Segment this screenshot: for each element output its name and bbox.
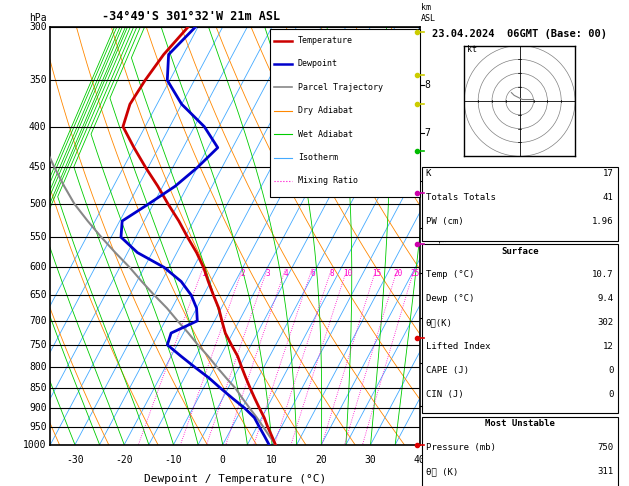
Text: 17: 17 [603,169,613,178]
Text: Dewpoint: Dewpoint [298,59,338,69]
FancyBboxPatch shape [270,29,420,197]
Text: Dewp (°C): Dewp (°C) [426,294,474,303]
Text: 5: 5 [425,223,430,233]
Text: 23.04.2024  06GMT (Base: 00): 23.04.2024 06GMT (Base: 00) [432,29,607,39]
Text: 6: 6 [310,269,314,278]
Text: 650: 650 [29,290,47,300]
Text: 900: 900 [29,403,47,413]
Text: 850: 850 [29,383,47,393]
Text: PW (cm): PW (cm) [426,217,464,226]
Text: 15: 15 [372,269,381,278]
Text: 2: 2 [241,269,245,278]
Text: 3: 3 [425,313,430,323]
Text: Isotherm: Isotherm [298,153,338,162]
Text: 600: 600 [29,262,47,272]
Text: 300: 300 [29,22,47,32]
Text: 20: 20 [315,455,327,465]
Text: 12: 12 [603,342,613,351]
Text: Temp (°C): Temp (°C) [426,270,474,279]
Text: Parcel Trajectory: Parcel Trajectory [298,83,383,92]
Text: 0: 0 [220,455,226,465]
Text: Lifted Index: Lifted Index [426,342,491,351]
Text: Temperature: Temperature [298,36,353,45]
Text: 1: 1 [201,269,206,278]
Text: 4: 4 [284,269,288,278]
Text: 450: 450 [29,162,47,173]
Text: 4: 4 [425,268,430,278]
Text: Mixing Ratio (g/kg): Mixing Ratio (g/kg) [436,188,445,283]
Text: 350: 350 [29,75,47,85]
Text: 0: 0 [608,389,613,399]
Text: Dewpoint / Temperature (°C): Dewpoint / Temperature (°C) [144,474,326,484]
Text: 1.96: 1.96 [592,217,613,226]
Text: 6: 6 [425,176,430,186]
Text: 1: 1 [425,401,430,411]
Text: CIN (J): CIN (J) [426,389,464,399]
Text: 30: 30 [365,455,376,465]
FancyBboxPatch shape [422,417,618,486]
Text: Pressure (mb): Pressure (mb) [426,443,496,452]
Text: LCL: LCL [425,438,439,447]
Text: 10: 10 [266,455,278,465]
Text: 2: 2 [425,358,430,368]
Text: hPa: hPa [29,13,47,22]
Text: 1000: 1000 [23,440,47,450]
Text: 700: 700 [29,316,47,326]
Text: CAPE (J): CAPE (J) [426,365,469,375]
Text: 10: 10 [343,269,352,278]
Text: -30: -30 [66,455,84,465]
Text: -34°49'S 301°32'W 21m ASL: -34°49'S 301°32'W 21m ASL [102,10,280,22]
Text: 7: 7 [425,128,430,139]
Text: 41: 41 [603,193,613,202]
Text: 500: 500 [29,199,47,209]
Text: 550: 550 [29,232,47,242]
Text: © weatheronline.co.uk: © weatheronline.co.uk [467,435,572,444]
FancyBboxPatch shape [422,244,618,413]
Text: 3: 3 [265,269,270,278]
Text: 20: 20 [393,269,403,278]
FancyBboxPatch shape [422,167,618,241]
Text: 311: 311 [598,467,613,476]
Text: K: K [426,169,431,178]
Text: Most Unstable: Most Unstable [485,419,555,428]
Text: 40: 40 [414,455,426,465]
Text: Dry Adiabat: Dry Adiabat [298,106,353,115]
Text: Surface: Surface [501,246,538,256]
Text: 8: 8 [330,269,334,278]
Text: -10: -10 [165,455,182,465]
Text: Mixing Ratio: Mixing Ratio [298,176,358,186]
Text: 8: 8 [425,80,430,90]
Text: θᴇ(K): θᴇ(K) [426,318,453,327]
Text: km
ASL: km ASL [421,3,435,22]
Text: θᴇ (K): θᴇ (K) [426,467,458,476]
Text: 9.4: 9.4 [598,294,613,303]
Text: 10.7: 10.7 [592,270,613,279]
Text: 0: 0 [608,365,613,375]
Text: 750: 750 [29,340,47,350]
Text: 400: 400 [29,122,47,132]
Text: 950: 950 [29,422,47,432]
Text: Wet Adiabat: Wet Adiabat [298,130,353,139]
Text: -20: -20 [115,455,133,465]
Text: 25: 25 [410,269,420,278]
Text: Totals Totals: Totals Totals [426,193,496,202]
Text: 800: 800 [29,362,47,372]
Text: 302: 302 [598,318,613,327]
Text: 750: 750 [598,443,613,452]
